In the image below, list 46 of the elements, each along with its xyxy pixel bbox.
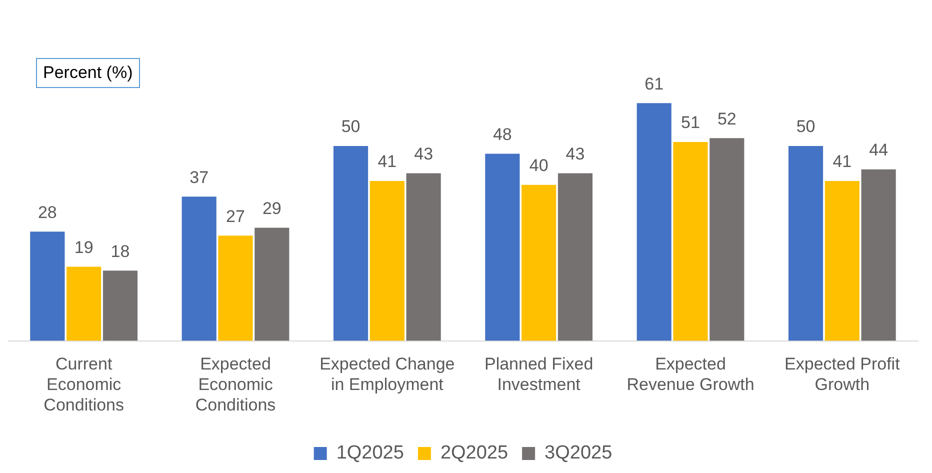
bar bbox=[333, 146, 368, 341]
x-tick-label: Expected Change in Employment bbox=[320, 354, 455, 394]
bar bbox=[406, 173, 441, 341]
legend-label: 3Q2025 bbox=[544, 442, 612, 464]
data-label: 29 bbox=[262, 198, 282, 218]
legend-label: 1Q2025 bbox=[336, 442, 404, 464]
x-tick-label: Expected Economic Conditions bbox=[195, 354, 276, 414]
data-label: 40 bbox=[529, 156, 548, 176]
data-label: 52 bbox=[717, 109, 736, 128]
bar bbox=[824, 181, 860, 341]
x-tick-label: Planned Fixed Investment bbox=[484, 354, 594, 394]
data-label: 19 bbox=[74, 238, 94, 257]
data-label: 37 bbox=[190, 168, 209, 187]
data-label: 18 bbox=[110, 242, 130, 261]
bar bbox=[558, 173, 593, 341]
legend-label: 2Q2025 bbox=[440, 442, 508, 464]
bar bbox=[788, 146, 824, 341]
data-label: 50 bbox=[341, 117, 360, 136]
x-tick-label: Current Economic Conditions bbox=[44, 354, 124, 414]
data-label: 48 bbox=[492, 124, 512, 144]
bar bbox=[710, 138, 744, 341]
data-label: 50 bbox=[796, 117, 816, 136]
bar bbox=[370, 181, 404, 341]
data-label: 41 bbox=[378, 152, 397, 172]
bar bbox=[522, 184, 556, 341]
data-label: 43 bbox=[566, 144, 585, 164]
bar bbox=[218, 236, 253, 341]
bar bbox=[66, 266, 102, 341]
bar bbox=[254, 228, 290, 341]
bar bbox=[182, 196, 216, 341]
bar bbox=[861, 169, 896, 341]
data-label: 44 bbox=[869, 140, 888, 160]
data-label: 43 bbox=[414, 144, 434, 164]
y-axis-title: Percent (%) bbox=[36, 58, 140, 88]
data-label: 51 bbox=[681, 113, 700, 132]
bar bbox=[673, 142, 708, 341]
data-label: 61 bbox=[644, 74, 664, 94]
bar bbox=[485, 154, 520, 341]
bar bbox=[30, 232, 65, 341]
data-label: 28 bbox=[38, 202, 57, 222]
bar bbox=[102, 270, 138, 341]
x-tick-label: Expected Profit Growth bbox=[784, 354, 900, 394]
bar bbox=[636, 103, 672, 341]
data-label: 27 bbox=[226, 206, 245, 226]
x-tick-label: Expected Revenue Growth bbox=[626, 354, 754, 394]
data-label: 41 bbox=[832, 152, 852, 172]
